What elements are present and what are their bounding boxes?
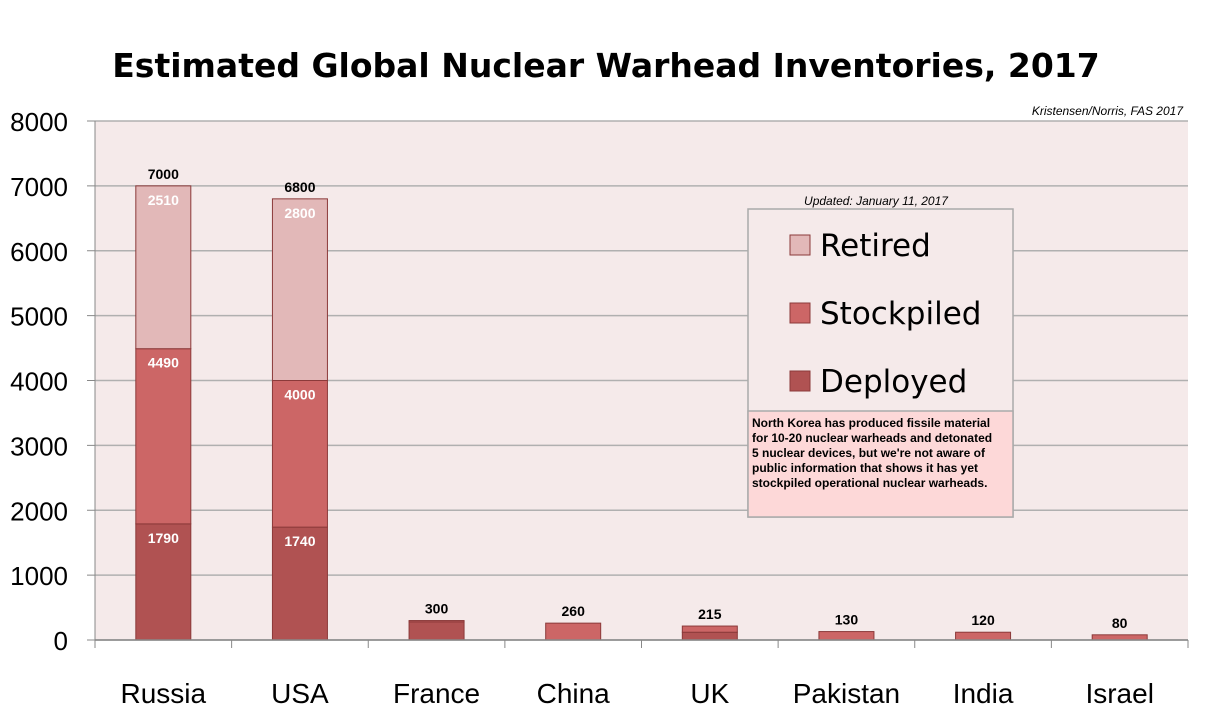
x-tick-label: France [393,678,480,709]
y-tick-label: 2000 [10,496,68,526]
segment-value-label: 2800 [284,205,315,221]
y-tick-label: 5000 [10,302,68,332]
bar-segment-stockpiled [818,631,875,641]
y-tick-label: 6000 [10,237,68,267]
bar-total-label: 80 [1112,615,1128,631]
chart-title: Estimated Global Nuclear Warhead Invento… [112,46,1099,85]
bars: 1790 4490 2510 7000 1740 4000 2800 6800 300 260 21… [135,166,1148,641]
y-tick-label: 1000 [10,561,68,591]
legend-label-stockpiled: Stockpiled [820,296,981,332]
bar-segment-retired [271,198,328,381]
bar-segment-deployed [681,631,738,641]
north-korea-note-box [747,410,1014,518]
segment-value-label: 2510 [148,192,179,208]
x-axis: Russia USA France China UK Pakistan India Israe… [94,639,1189,709]
y-axis: 0 1000 2000 3000 4000 5000 6000 7000 8000 [10,107,96,656]
segment-value-label: 4000 [284,387,315,403]
bar-segment-retired [135,185,192,350]
bar-segment-stockpiled [681,625,738,633]
bar-total-label: 120 [971,612,995,628]
x-tick-label: USA [271,678,329,709]
north-korea-note: North Korea has produced fissile materia… [752,416,992,490]
segment-value-label: 1740 [284,533,315,549]
y-tick-label: 3000 [10,431,68,461]
y-tick-label: 4000 [10,367,68,397]
x-tick-label: Pakistan [793,678,900,709]
bar-total-label: 7000 [148,166,179,182]
x-tick-label: UK [690,678,729,709]
legend-swatch-deployed [789,370,811,392]
bar-total-label: 300 [425,601,449,617]
bar-segment-stockpiled [545,622,602,641]
legend: Updated: January 11, 2017 Retired Stockpil… [747,194,1014,518]
x-tick-label: Russia [121,678,207,709]
bar-segment-stockpiled [1091,634,1148,641]
x-tick-label: China [537,678,611,709]
bar-total-label: 6800 [284,179,315,195]
y-tick-label: 8000 [10,107,68,137]
legend-swatch-stockpiled [789,302,811,324]
legend-swatch-retired [789,234,811,256]
segment-value-label: 4490 [148,355,179,371]
bar-total-label: 260 [562,603,586,619]
bar-segment-stockpiled [135,348,192,525]
source-label: Kristensen/Norris, FAS 2017 [1032,104,1184,118]
legend-label-deployed: Deployed [820,364,967,400]
bar-total-label: 130 [835,612,859,628]
bar-segment-stockpiled [955,631,1012,641]
bar-segment-stockpiled [271,380,328,528]
x-tick-label: India [953,678,1014,709]
legend-label-retired: Retired [820,228,931,264]
updated-label: Updated: January 11, 2017 [804,194,949,208]
bar-total-label: 215 [698,606,722,622]
y-tick-label: 0 [54,626,68,656]
segment-value-label: 1790 [148,530,179,546]
bar-segment-stockpiled [408,620,465,623]
y-tick-label: 7000 [10,172,68,202]
bar-segment-deployed [408,621,465,641]
x-tick-label: Israel [1085,678,1153,709]
